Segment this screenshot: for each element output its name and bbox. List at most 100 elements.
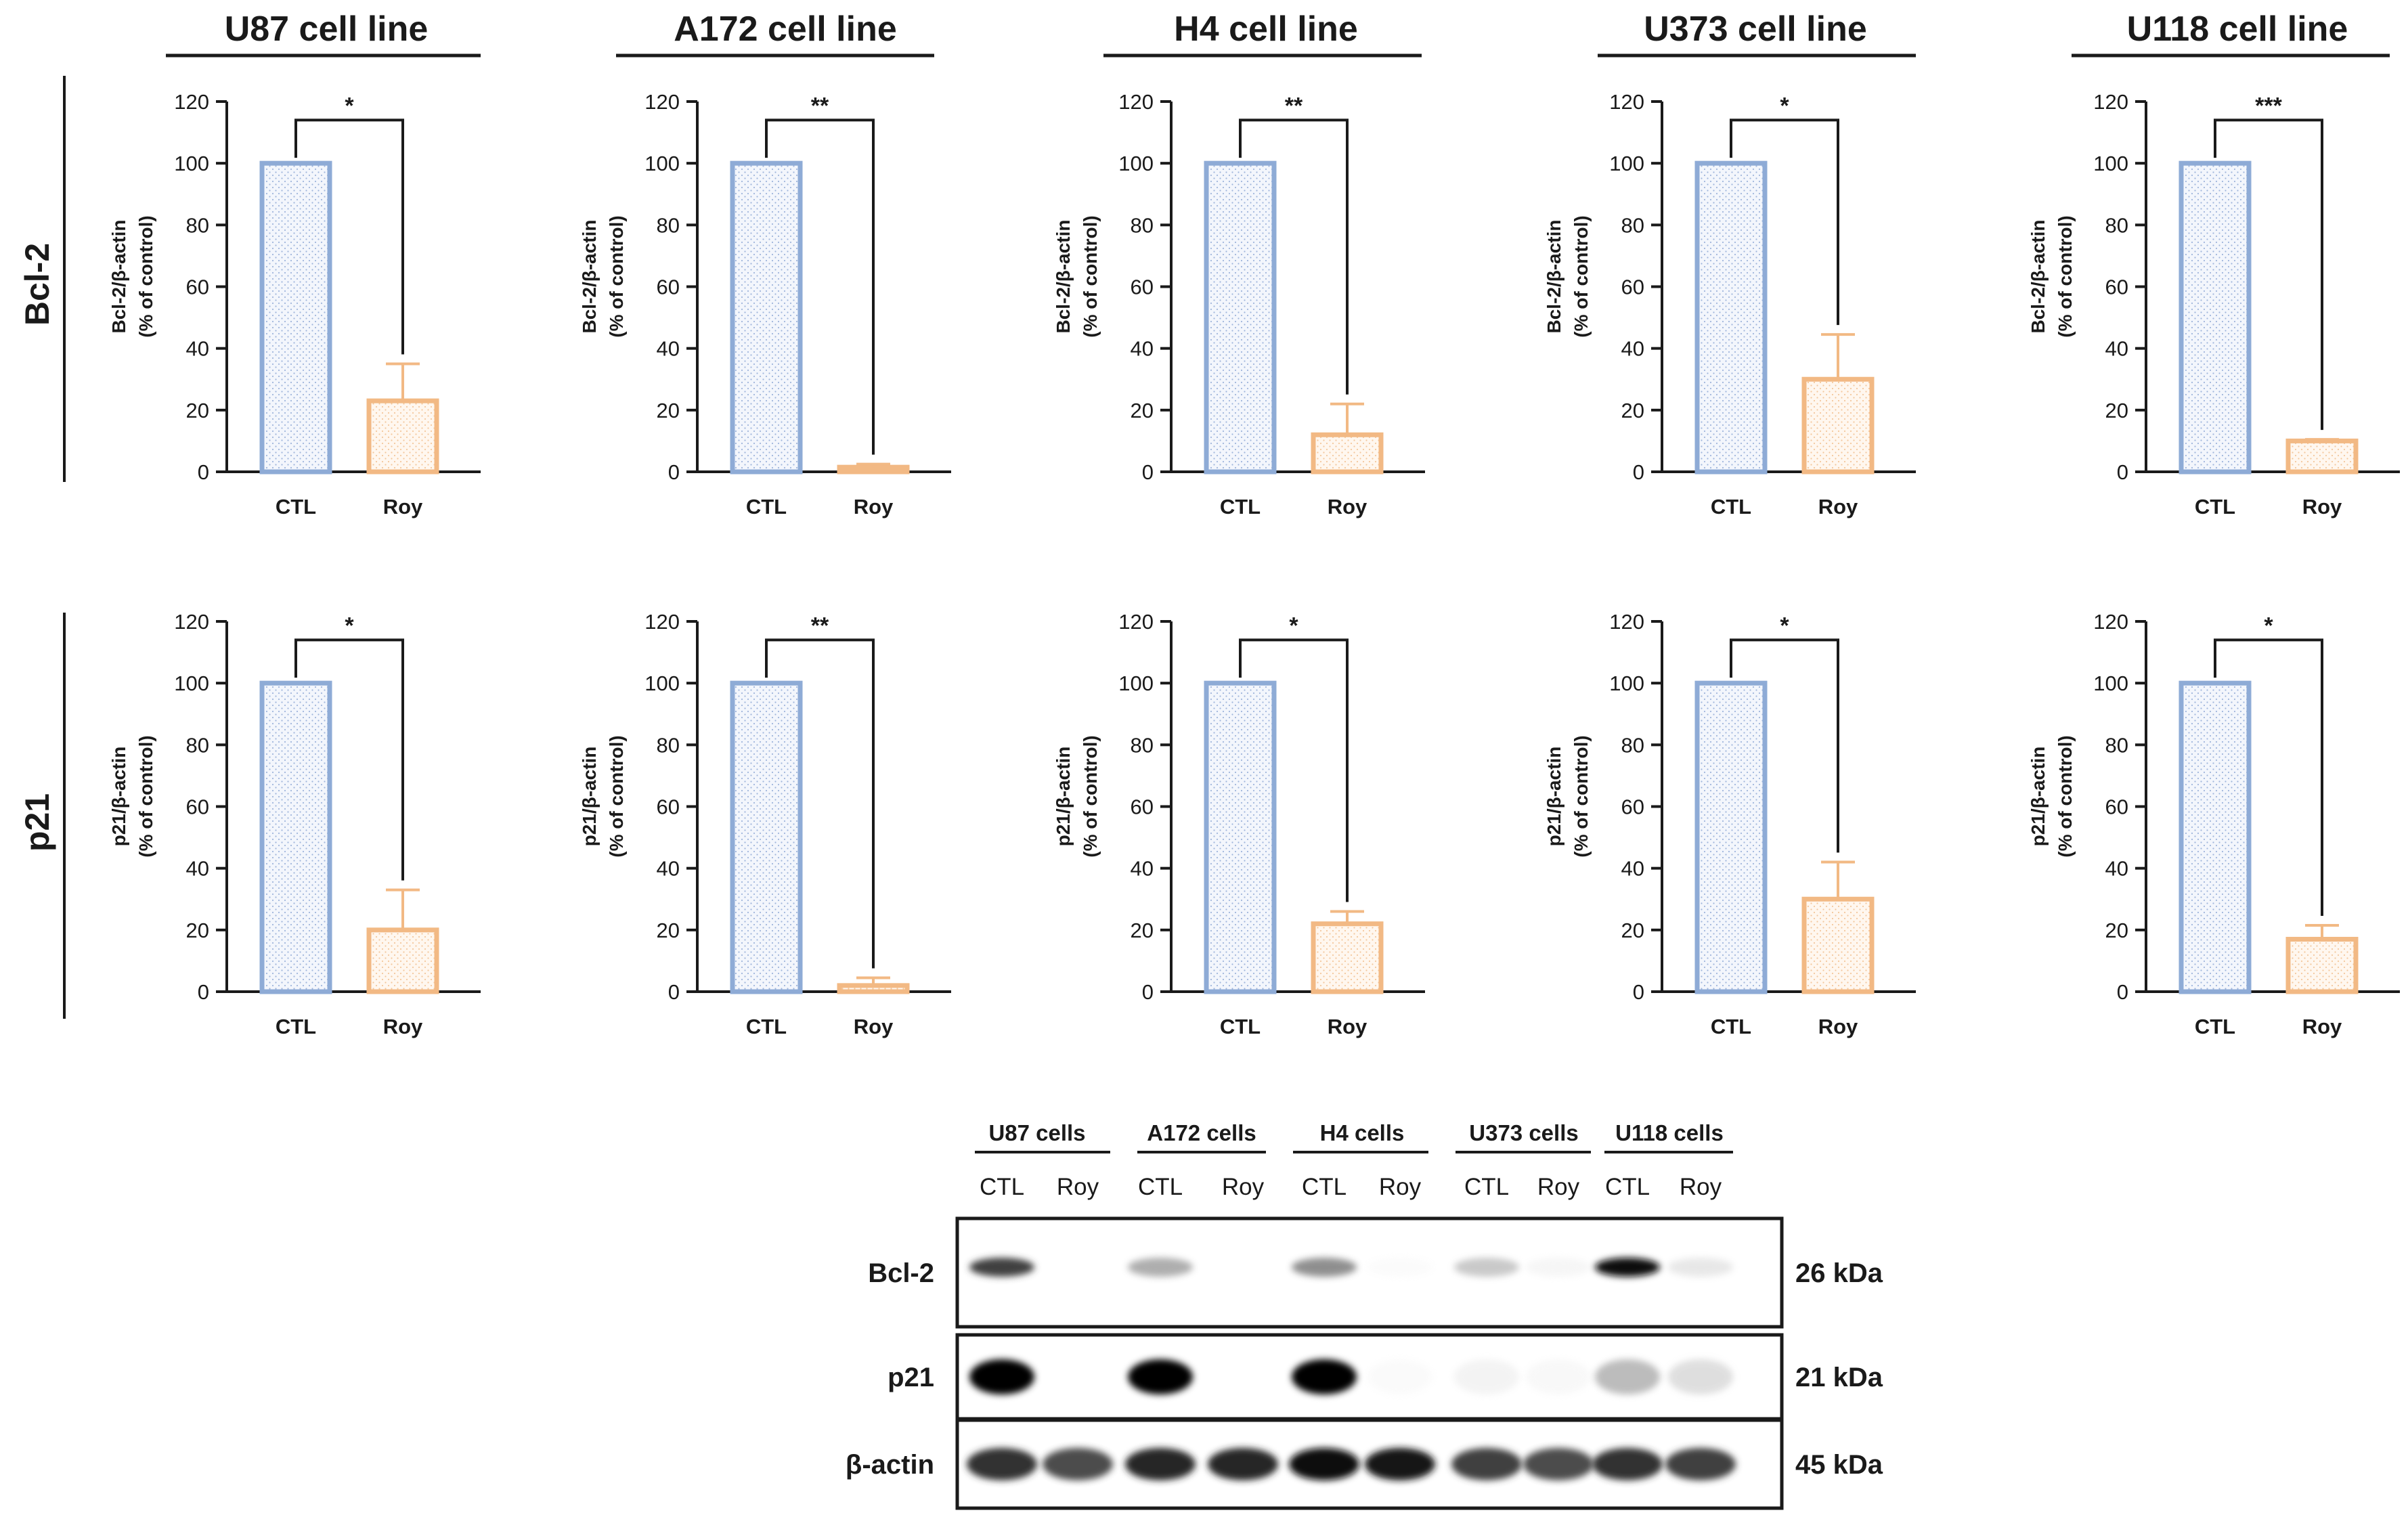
y-axis-label: p21/β-actin xyxy=(579,747,600,847)
significance-label: ** xyxy=(811,613,829,638)
y-tick-label: 80 xyxy=(2105,213,2128,237)
chart-panel: H4 cell line 0 20 40 60 80 100 120 Bcl-2/β-actin… xyxy=(1053,9,1425,519)
chart-panel: U87 cell line 0 20 40 60 80 100 120 Bcl-2/β-acti… xyxy=(108,9,481,519)
blot-band xyxy=(1292,1359,1357,1394)
chart-title: H4 cell line xyxy=(1174,9,1358,49)
bar-ctl xyxy=(1694,160,1768,475)
blot-band xyxy=(1595,1258,1660,1277)
y-tick-label: 80 xyxy=(1131,213,1154,237)
blot-band xyxy=(969,1258,1034,1277)
y-tick-label: 40 xyxy=(1131,857,1154,881)
blot-band xyxy=(1125,1448,1196,1480)
y-tick-label: 80 xyxy=(186,213,209,237)
chart-title: U118 cell line xyxy=(2127,9,2348,49)
blot-group-label: H4 cells xyxy=(1320,1120,1405,1145)
y-axis-label: Bcl-2/β-actin xyxy=(1544,219,1564,333)
y-tick-label: 100 xyxy=(174,152,209,175)
x-tick-label: Roy xyxy=(1818,495,1858,519)
blot-group-label: U87 cells xyxy=(988,1120,1085,1145)
bar-ctl xyxy=(1694,680,1768,994)
y-tick-label: 60 xyxy=(657,795,680,819)
y-axis-label: p21/β-actin xyxy=(1053,747,1074,847)
x-tick-label: CTL xyxy=(1220,1015,1261,1038)
y-tick-label: 0 xyxy=(1142,980,1154,1004)
y-tick-label: 60 xyxy=(1621,795,1644,819)
y-tick-label: 0 xyxy=(198,980,209,1004)
y-tick-label: 100 xyxy=(2093,672,2128,695)
y-tick-label: 60 xyxy=(1131,276,1154,299)
bar-roy xyxy=(2285,438,2359,475)
y-axis-label: Bcl-2/β-actin xyxy=(1053,219,1074,333)
blot-band xyxy=(969,1359,1034,1394)
row-label-bcl2: Bcl-2 xyxy=(18,243,56,326)
y-tick-label: 40 xyxy=(1621,857,1644,881)
chart-panel: 0 20 40 60 80 100 120 p21/β-actin (% of control)… xyxy=(108,610,481,1038)
y-tick-label: 40 xyxy=(657,337,680,361)
bar-ctl xyxy=(730,680,803,994)
x-tick-label: Roy xyxy=(383,1015,423,1038)
blot-band xyxy=(1454,1359,1519,1394)
x-tick-label: CTL xyxy=(276,1015,316,1038)
y-tick-label: 60 xyxy=(657,276,680,299)
blot-band xyxy=(1043,1448,1113,1480)
significance-bracket xyxy=(2214,118,2323,431)
significance-label: * xyxy=(345,613,354,638)
blot-lane-label: Roy xyxy=(1222,1174,1265,1200)
blot-band xyxy=(1208,1448,1278,1480)
bar-ctl xyxy=(259,160,332,475)
x-tick-label: CTL xyxy=(276,495,316,519)
y-axis-label: (% of control) xyxy=(135,735,156,857)
y-axis-label: (% of control) xyxy=(1080,735,1101,857)
y-tick-label: 40 xyxy=(1131,337,1154,361)
y-axis-label: Bcl-2/β-actin xyxy=(108,219,129,333)
y-tick-label: 20 xyxy=(2105,399,2128,422)
y-tick-label: 40 xyxy=(2105,857,2128,881)
significance-bracket xyxy=(765,118,875,455)
significance-label: * xyxy=(2264,613,2273,638)
y-axis-label: (% of control) xyxy=(2055,215,2076,337)
x-tick-label: Roy xyxy=(1328,1015,1367,1038)
blot-protein-label: p21 xyxy=(888,1363,934,1392)
x-tick-label: Roy xyxy=(1328,495,1367,519)
chart-panel: 0 20 40 60 80 100 120 p21/β-actin (% of control)… xyxy=(2028,610,2400,1038)
y-axis-label: (% of control) xyxy=(135,215,156,337)
y-tick-label: 60 xyxy=(2105,276,2128,299)
row-label-p21: p21 xyxy=(18,793,56,852)
y-tick-label: 20 xyxy=(657,399,680,422)
y-tick-label: 20 xyxy=(2105,919,2128,942)
significance-bracket xyxy=(294,118,404,355)
bar-ctl xyxy=(1204,680,1277,994)
chart-title: A172 cell line xyxy=(674,9,897,49)
chart-panel: 0 20 40 60 80 100 120 p21/β-actin (% of control)… xyxy=(1544,610,1916,1038)
y-tick-label: 0 xyxy=(2117,460,2128,484)
y-tick-label: 0 xyxy=(1633,460,1644,484)
y-tick-label: 120 xyxy=(644,90,680,114)
blot-band xyxy=(1595,1359,1660,1394)
blot-band xyxy=(1523,1448,1594,1480)
y-tick-label: 40 xyxy=(186,857,209,881)
blot-band xyxy=(1668,1359,1733,1394)
y-tick-label: 20 xyxy=(186,399,209,422)
blot-band xyxy=(1668,1258,1733,1277)
y-tick-label: 60 xyxy=(1621,276,1644,299)
significance-label: * xyxy=(345,93,354,118)
blot-band xyxy=(967,1448,1037,1480)
blot-lane-label: CTL xyxy=(1605,1174,1650,1200)
bar-roy xyxy=(837,983,910,994)
y-tick-label: 20 xyxy=(1621,919,1644,942)
y-tick-label: 0 xyxy=(668,980,680,1004)
y-tick-label: 0 xyxy=(198,460,209,484)
y-tick-label: 120 xyxy=(1118,90,1154,114)
y-tick-label: 120 xyxy=(2093,90,2128,114)
bar-roy xyxy=(1801,896,1875,994)
blot-band xyxy=(1526,1258,1591,1277)
significance-bracket xyxy=(294,638,404,881)
blot-group-label: A172 cells xyxy=(1147,1120,1256,1145)
y-tick-label: 100 xyxy=(644,672,680,695)
bar-ctl xyxy=(730,160,803,475)
x-tick-label: CTL xyxy=(746,495,787,519)
y-axis-label: p21/β-actin xyxy=(2028,747,2049,847)
blot-band xyxy=(1451,1448,1522,1480)
significance-label: * xyxy=(1780,93,1789,118)
